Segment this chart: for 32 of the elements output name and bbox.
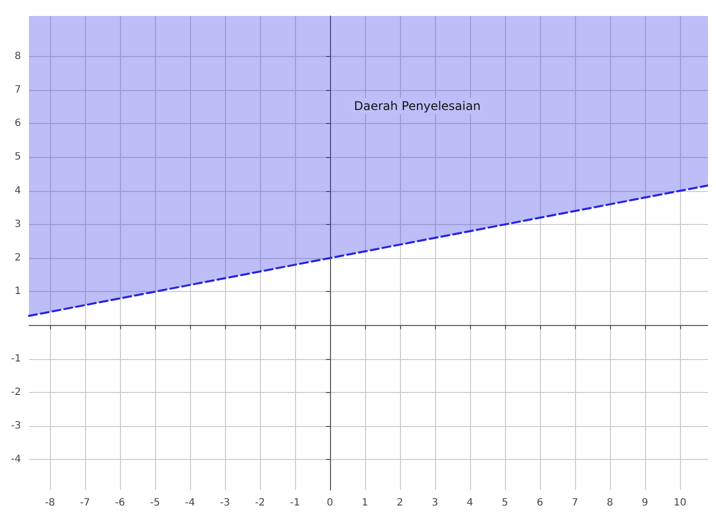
- x-tick-label: 10: [674, 498, 686, 508]
- annotation: Daerah Penyelesaian: [354, 99, 481, 113]
- x-tick-label: 4: [466, 498, 474, 508]
- x-tick-label: 9: [642, 498, 648, 508]
- y-tick-label: -4: [10, 454, 21, 466]
- x-tick-label: -3: [220, 498, 230, 508]
- y-tick-label: 2: [14, 252, 21, 264]
- x-tick-label: 7: [572, 498, 578, 508]
- y-tick-label: -1: [10, 353, 21, 364]
- y-tick-label: 1: [14, 286, 21, 298]
- y-tick-label: 5: [14, 152, 21, 163]
- y-tick-label: 4: [14, 185, 21, 196]
- x-tick-label: 0: [326, 498, 334, 508]
- y-tick-label: 3: [14, 218, 21, 230]
- x-tick-label: -2: [254, 498, 265, 508]
- x-tick-label: -4: [184, 498, 195, 508]
- x-tick-label: -5: [150, 498, 160, 508]
- x-tick-label: -7: [80, 498, 90, 508]
- x-tick-label: 1: [362, 498, 368, 508]
- y-tick-label: -2: [10, 387, 21, 398]
- x-tick-label: -1: [290, 498, 300, 508]
- x-tick-label: 5: [502, 498, 508, 508]
- y-tick-label: 7: [14, 84, 21, 96]
- x-tick-label: -6: [114, 498, 125, 508]
- x-tick-label: 8: [606, 498, 614, 508]
- y-tick-label: -3: [10, 420, 21, 432]
- x-tick-label: -8: [44, 498, 55, 508]
- x-tick-label: 3: [432, 498, 438, 508]
- x-tick-label: 2: [396, 498, 404, 508]
- y-tick-label: 6: [14, 118, 21, 130]
- y-tick-label: 8: [14, 50, 21, 62]
- x-tick-label: 6: [536, 498, 544, 508]
